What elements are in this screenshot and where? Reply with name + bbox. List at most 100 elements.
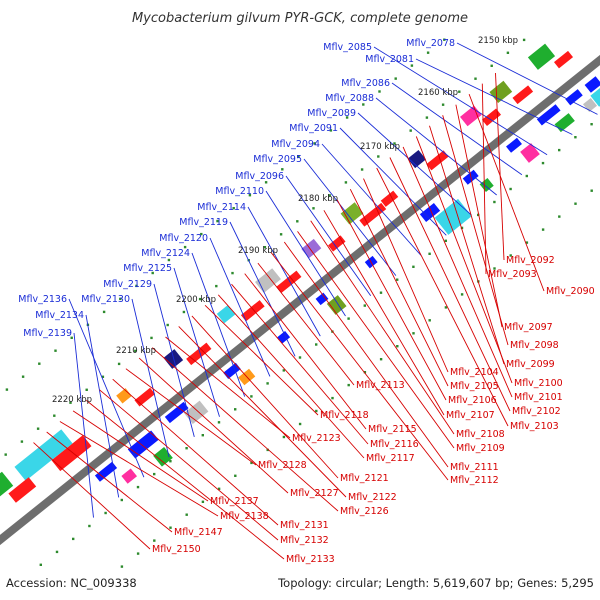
gene-label-forward[interactable]: Mflv_2139 xyxy=(23,328,72,339)
gene-label-forward[interactable]: Mflv_2119 xyxy=(179,217,228,228)
gene-label-reverse[interactable]: Mflv_2108 xyxy=(456,429,505,440)
gene-label-forward[interactable]: Mflv_2095 xyxy=(253,154,302,165)
gene-label-reverse[interactable]: Mflv_2105 xyxy=(450,381,499,392)
tick-mark xyxy=(558,148,561,152)
gene-label-forward[interactable]: Mflv_2130 xyxy=(81,294,130,305)
tick-mark xyxy=(183,245,187,249)
gene-label-reverse[interactable]: Mflv_2115 xyxy=(368,424,417,435)
leader-line xyxy=(257,262,355,386)
gene-label-reverse[interactable]: Mflv_2137 xyxy=(210,496,259,507)
leader-line xyxy=(376,167,509,427)
gene-label-reverse[interactable]: Mflv_2106 xyxy=(448,395,497,406)
gene-feature xyxy=(240,300,265,322)
gene-label-reverse[interactable]: Mflv_2133 xyxy=(286,554,335,565)
tick-mark xyxy=(296,220,299,223)
gene-label-reverse[interactable]: Mflv_2090 xyxy=(546,286,595,297)
gene-label-reverse[interactable]: Mflv_2116 xyxy=(370,439,419,450)
gene-label-reverse[interactable]: Mflv_2093 xyxy=(488,269,537,280)
gene-label-reverse[interactable]: Mflv_2109 xyxy=(456,443,505,454)
gene-label-reverse[interactable]: Mflv_2147 xyxy=(174,527,223,538)
gene-label-reverse[interactable]: Mflv_2111 xyxy=(450,462,499,473)
gene-feature xyxy=(460,105,482,127)
tick-mark xyxy=(312,207,315,210)
tick-mark xyxy=(379,291,383,294)
gene-label-reverse[interactable]: Mflv_2098 xyxy=(510,340,559,351)
leader-line xyxy=(247,206,321,337)
kbp-label: 2200 kbp xyxy=(176,295,216,305)
tick-mark xyxy=(36,427,40,430)
tick-mark xyxy=(72,537,75,541)
gene-label-reverse[interactable]: Mflv_2138 xyxy=(220,511,269,522)
gene-label-reverse[interactable]: Mflv_2128 xyxy=(258,460,307,471)
gene-label-forward[interactable]: Mflv_2110 xyxy=(215,186,264,197)
gene-label-reverse[interactable]: Mflv_2112 xyxy=(450,475,499,486)
tick-mark xyxy=(426,51,430,54)
gene-label-reverse[interactable]: Mflv_2121 xyxy=(340,473,389,484)
gene-label-reverse[interactable]: Mflv_2113 xyxy=(356,380,405,391)
gene-feature xyxy=(184,400,209,425)
tick-mark xyxy=(135,284,138,288)
tick-mark xyxy=(379,358,383,361)
gene-label-reverse[interactable]: Mflv_2103 xyxy=(510,421,559,432)
gene-label-reverse[interactable]: Mflv_2097 xyxy=(504,322,553,333)
gene-label-reverse[interactable]: Mflv_2132 xyxy=(280,535,329,546)
gene-label-forward[interactable]: Mflv_2134 xyxy=(35,310,84,321)
tick-mark xyxy=(281,168,284,171)
gene-label-reverse[interactable]: Mflv_2123 xyxy=(292,433,341,444)
tick-mark xyxy=(412,265,415,268)
gene-label-reverse[interactable]: Mflv_2100 xyxy=(514,378,563,389)
tick-mark xyxy=(360,168,364,171)
gene-label-reverse[interactable]: Mflv_2117 xyxy=(366,453,415,464)
gene-label-forward[interactable]: Mflv_2089 xyxy=(307,108,356,119)
gene-label-reverse[interactable]: Mflv_2107 xyxy=(446,410,495,421)
tick-mark xyxy=(150,336,153,340)
map-title: Mycobacterium gilvum PYR-GCK, complete g… xyxy=(132,11,468,26)
leader-line xyxy=(373,46,548,156)
leader-line xyxy=(283,241,449,468)
kbp-layer: 2150 kbp 2160 kbp 2170 kbp 2180 kbp 2190 kbp… xyxy=(52,36,518,405)
gene-label-forward[interactable]: Mflv_2078 xyxy=(406,38,455,49)
tick-mark xyxy=(363,304,366,307)
tick-mark xyxy=(396,278,399,281)
tick-mark xyxy=(378,90,381,93)
leader-line xyxy=(321,143,422,256)
gene-label-forward[interactable]: Mflv_2124 xyxy=(141,248,190,259)
tick-mark xyxy=(558,215,561,218)
tick-mark xyxy=(167,258,171,262)
gene-label-reverse[interactable]: Mflv_2127 xyxy=(290,488,339,499)
gene-label-forward[interactable]: Mflv_2125 xyxy=(123,263,172,274)
gene-label-reverse[interactable]: Mflv_2102 xyxy=(512,406,561,417)
gene-label-reverse[interactable]: Mflv_2099 xyxy=(506,359,555,370)
gene-feature xyxy=(8,477,37,503)
gene-label-reverse[interactable]: Mflv_2150 xyxy=(152,544,201,555)
gene-label-reverse[interactable]: Mflv_2104 xyxy=(450,367,499,378)
tick-mark xyxy=(38,362,41,365)
gene-label-forward[interactable]: Mflv_2136 xyxy=(18,294,67,305)
gene-label-forward[interactable]: Mflv_2085 xyxy=(323,42,372,53)
kbp-label: 2180 kbp xyxy=(298,194,338,204)
gene-label-reverse[interactable]: Mflv_2092 xyxy=(506,255,555,266)
gene-label-reverse[interactable]: Mflv_2101 xyxy=(514,392,563,403)
gene-feature xyxy=(434,198,472,235)
gene-label-forward[interactable]: Mflv_2129 xyxy=(103,279,152,290)
gene-label-forward[interactable]: Mflv_2120 xyxy=(159,233,208,244)
gene-label-forward[interactable]: Mflv_2088 xyxy=(325,93,374,104)
gene-label-reverse[interactable]: Mflv_2131 xyxy=(280,520,329,531)
gene-label-reverse[interactable]: Mflv_2126 xyxy=(340,506,389,517)
tick-mark xyxy=(20,440,24,443)
gene-label-forward[interactable]: Mflv_2091 xyxy=(289,123,338,134)
gene-label-forward[interactable]: Mflv_2096 xyxy=(235,171,284,182)
gene-label-forward[interactable]: Mflv_2086 xyxy=(341,78,390,89)
tick-mark xyxy=(248,194,252,197)
gene-label-forward[interactable]: Mflv_2114 xyxy=(197,202,246,213)
gene-label-forward[interactable]: Mflv_2081 xyxy=(365,54,414,65)
gene-label-reverse[interactable]: Mflv_2118 xyxy=(320,410,369,421)
leader-line xyxy=(131,298,170,458)
gene-feature xyxy=(223,362,241,380)
gene-label-forward[interactable]: Mflv_2094 xyxy=(271,139,320,150)
gene-feature xyxy=(301,238,322,259)
tick-mark xyxy=(315,343,318,346)
gene-feature xyxy=(565,89,583,106)
tick-mark xyxy=(298,422,302,426)
gene-label-reverse[interactable]: Mflv_2122 xyxy=(348,492,397,503)
